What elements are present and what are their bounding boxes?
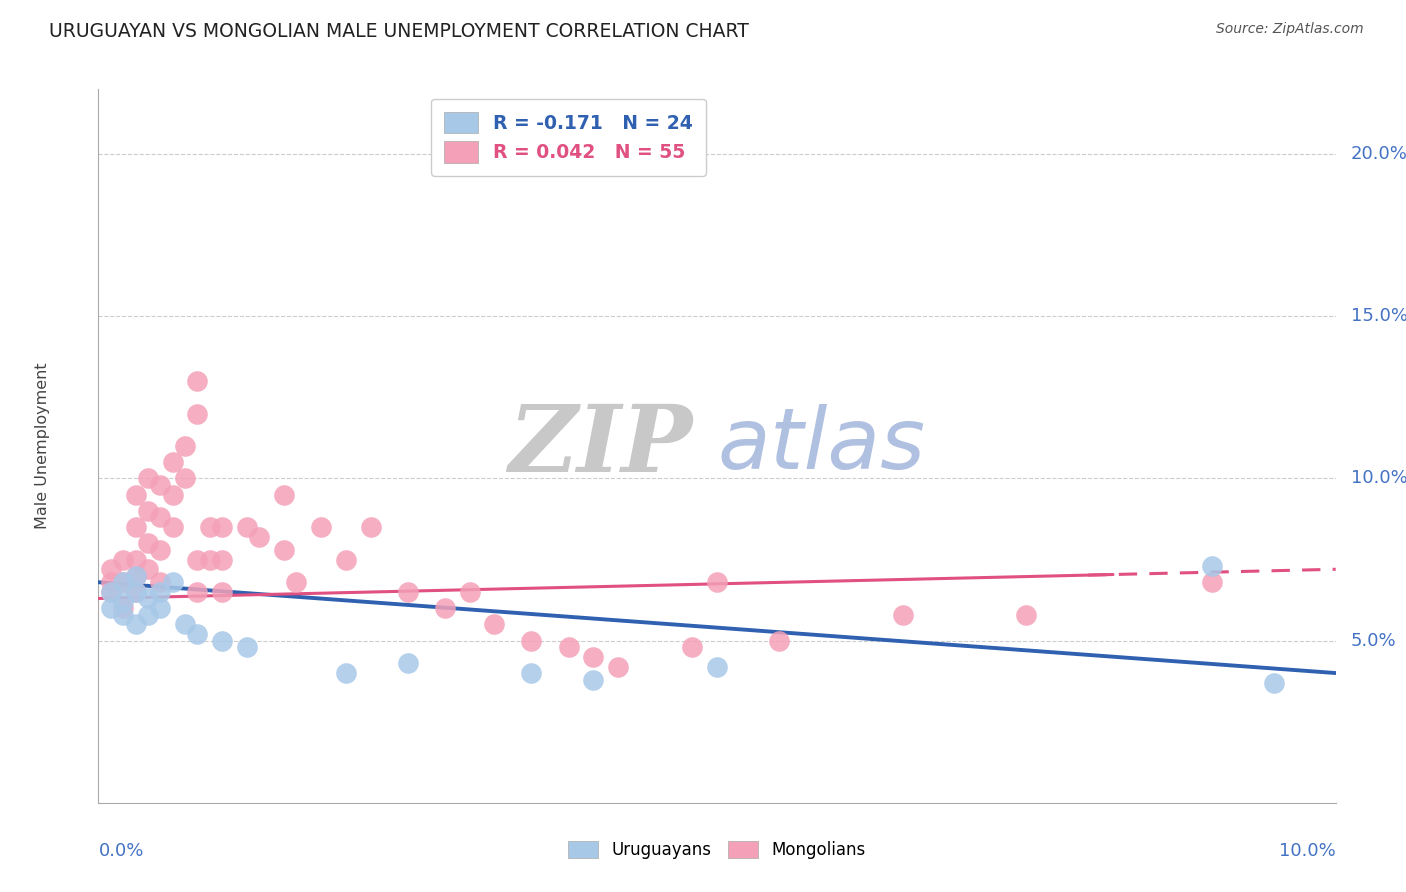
Text: ZIP: ZIP [508,401,692,491]
Point [1201,575,1223,590]
Point [186,585,208,599]
Point [124,617,146,632]
Point [273,542,295,557]
Point [174,439,197,453]
Point [112,601,135,615]
Point [100,601,122,615]
Text: atlas: atlas [717,404,925,488]
Point [360,520,382,534]
Point [582,673,605,687]
Point [136,471,159,485]
Point [112,552,135,566]
Point [236,520,259,534]
Point [124,568,146,582]
Point [396,657,419,671]
Point [891,607,914,622]
Point [112,575,135,590]
Point [186,374,208,388]
Point [112,575,135,590]
Point [162,575,184,590]
Point [211,552,233,566]
Point [124,520,146,534]
Point [112,595,135,609]
Point [174,471,197,485]
Point [396,585,419,599]
Point [162,520,184,534]
Point [1015,607,1038,622]
Point [520,666,543,681]
Point [149,575,172,590]
Text: 5.0%: 5.0% [1351,632,1396,649]
Point [100,562,122,576]
Text: 0.0%: 0.0% [98,842,143,860]
Point [112,607,135,622]
Point [174,617,197,632]
Text: URUGUAYAN VS MONGOLIAN MALE UNEMPLOYMENT CORRELATION CHART: URUGUAYAN VS MONGOLIAN MALE UNEMPLOYMENT… [49,22,749,41]
Point [582,649,605,664]
Point [186,407,208,421]
Point [149,478,172,492]
Point [124,552,146,566]
Point [136,504,159,518]
Point [136,536,159,550]
Legend: Uruguayans, Mongolians: Uruguayans, Mongolians [561,834,873,866]
Point [124,488,146,502]
Point [706,575,728,590]
Point [198,520,221,534]
Point [136,591,159,606]
Point [124,585,146,599]
Text: Source: ZipAtlas.com: Source: ZipAtlas.com [1216,22,1364,37]
Point [211,520,233,534]
Point [186,552,208,566]
Point [136,562,159,576]
Point [484,617,506,632]
Point [124,585,146,599]
Point [520,633,543,648]
Point [458,585,481,599]
Point [681,640,703,654]
Point [247,530,270,544]
Point [149,585,172,599]
Point [136,607,159,622]
Point [149,510,172,524]
Point [273,488,295,502]
Text: Male Unemployment: Male Unemployment [35,363,51,529]
Point [768,633,790,648]
Point [211,585,233,599]
Point [124,568,146,582]
Point [1263,675,1285,690]
Point [309,520,332,534]
Point [285,575,308,590]
Point [162,488,184,502]
Point [607,659,630,673]
Point [100,585,122,599]
Point [706,659,728,673]
Point [236,640,259,654]
Text: 10.0%: 10.0% [1351,469,1406,487]
Text: 20.0%: 20.0% [1351,145,1406,163]
Text: 15.0%: 15.0% [1351,307,1406,326]
Point [149,542,172,557]
Point [335,552,357,566]
Point [162,455,184,469]
Point [198,552,221,566]
Point [335,666,357,681]
Point [557,640,579,654]
Point [433,601,456,615]
Text: 10.0%: 10.0% [1279,842,1336,860]
Point [186,627,208,641]
Point [149,601,172,615]
Point [211,633,233,648]
Point [100,585,122,599]
Point [1201,559,1223,574]
Point [100,575,122,590]
